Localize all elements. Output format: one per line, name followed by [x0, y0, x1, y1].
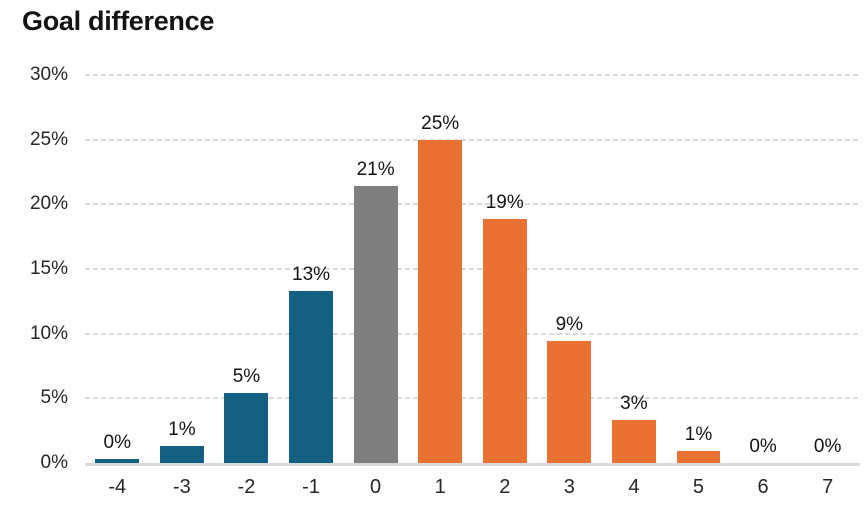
x-tick-label: 1 — [434, 476, 446, 498]
chart-title: Goal difference — [22, 6, 215, 36]
bar-slot: 0% — [85, 75, 150, 463]
x-axis: -4 -3 -2 -1 0 1 2 3 4 5 6 7 — [85, 476, 860, 499]
bar-slot: 21% — [343, 75, 408, 463]
bar-value-label: 1% — [168, 419, 196, 441]
x-tick-label: -1 — [302, 476, 320, 498]
x-tick-label: 7 — [822, 476, 834, 498]
bar-value-label: 5% — [232, 366, 261, 388]
bar-value-label: 0% — [103, 432, 132, 454]
gridline — [85, 138, 860, 141]
x-tick-label: 6 — [757, 476, 769, 498]
x-tick-label: 3 — [563, 476, 575, 498]
bar — [224, 393, 269, 463]
bar — [418, 139, 463, 463]
gridline — [85, 397, 860, 400]
y-tick-label: 30% — [29, 64, 68, 85]
bar-value-label: 0% — [813, 436, 842, 457]
x-tick-label: -2 — [237, 476, 256, 498]
bar-slot: 5% — [214, 75, 279, 463]
bar-slot: 0% — [795, 75, 860, 463]
bar-value-label: 9% — [555, 314, 584, 336]
y-tick-label: 0% — [40, 452, 68, 473]
bar-slot: 1% — [666, 75, 731, 463]
x-tick-label: -4 — [108, 476, 127, 498]
bar-slot: 9% — [537, 75, 602, 463]
bar — [547, 341, 592, 463]
bar-slot: 13% — [279, 75, 344, 463]
x-tick-label: -3 — [172, 476, 191, 498]
y-axis: 30% 25% 20% 15% 10% 5% 0% — [0, 64, 76, 473]
bar-value-label: 21% — [356, 159, 395, 181]
bar-slot: 0% — [731, 75, 796, 463]
x-tick-label: 4 — [628, 476, 640, 498]
bar-value-label: 19% — [485, 191, 524, 213]
bar — [289, 291, 333, 463]
bar-value-label: 0% — [749, 436, 777, 457]
bar — [353, 186, 398, 463]
y-tick-label: 25% — [29, 128, 68, 150]
bar-slot: 3% — [602, 75, 667, 463]
bar — [95, 459, 140, 463]
gridline — [85, 74, 860, 76]
bar-value-label: 25% — [421, 112, 460, 134]
y-tick-label: 15% — [29, 258, 68, 279]
y-tick-label: 5% — [40, 387, 68, 409]
gridline — [85, 268, 860, 270]
bar — [676, 451, 721, 463]
x-tick-label: 5 — [692, 476, 705, 498]
bar-value-label: 3% — [620, 393, 648, 415]
x-tick-label: 2 — [499, 476, 511, 498]
bar — [482, 218, 527, 463]
bars: 0% 1% 5% 13% 21% 25% 19% 9% 3% 1% 0% 0% — [85, 75, 860, 463]
bar — [611, 420, 656, 463]
plot-area: 0% 1% 5% 13% 21% 25% 19% 9% 3% 1% 0% 0% — [85, 74, 860, 466]
bar-slot: 1% — [150, 75, 215, 463]
gridlines — [85, 74, 860, 463]
bar-value-label: 1% — [684, 424, 713, 446]
y-tick-label: 10% — [29, 322, 68, 344]
gridline — [85, 203, 860, 206]
y-tick-label: 20% — [29, 193, 68, 215]
gridline — [85, 332, 860, 335]
bar-value-label: 13% — [292, 264, 331, 285]
x-tick-label: 0 — [370, 476, 382, 498]
bar-slot: 19% — [472, 75, 537, 463]
bar — [159, 446, 204, 463]
bar-slot: 25% — [408, 75, 473, 463]
